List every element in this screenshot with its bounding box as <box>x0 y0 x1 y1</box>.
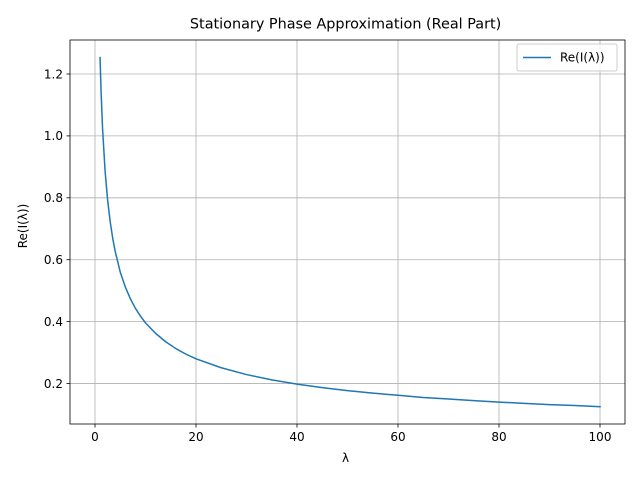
y-tick-label: 1.2 <box>44 67 63 81</box>
y-axis-label: Re(I(λ)) <box>16 204 30 249</box>
x-tick-label: 80 <box>491 430 506 444</box>
y-axis-ticks: 0.2 0.4 0.6 0.8 1.0 1.2 <box>44 67 70 391</box>
series-line <box>99 56 601 408</box>
y-tick-label: 0.6 <box>44 253 63 267</box>
y-tick-label: 0.4 <box>44 315 63 329</box>
legend-entry-label: Re(I(λ)) <box>560 51 605 65</box>
legend: Re(I(λ)) <box>516 43 618 72</box>
y-tick-label: 0.8 <box>44 191 63 205</box>
series-layer <box>99 56 601 408</box>
x-tick-label: 20 <box>188 430 203 444</box>
chart-title: Stationary Phase Approximation (Real Par… <box>190 17 501 33</box>
grid <box>70 40 625 424</box>
x-axis-label: λ <box>342 451 349 465</box>
plot-frame <box>69 39 626 425</box>
x-tick-label: 40 <box>289 430 304 444</box>
x-tick-label: 0 <box>91 430 99 444</box>
x-tick-label: 60 <box>390 430 405 444</box>
x-axis-ticks: 0 20 40 60 80 100 <box>91 424 611 444</box>
y-tick-label: 1.0 <box>44 129 63 143</box>
legend-box <box>516 43 618 72</box>
y-tick-label: 0.2 <box>44 377 63 391</box>
x-tick-label: 100 <box>589 430 612 444</box>
